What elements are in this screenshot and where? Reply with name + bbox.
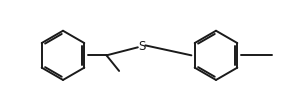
Text: S: S (138, 40, 145, 53)
